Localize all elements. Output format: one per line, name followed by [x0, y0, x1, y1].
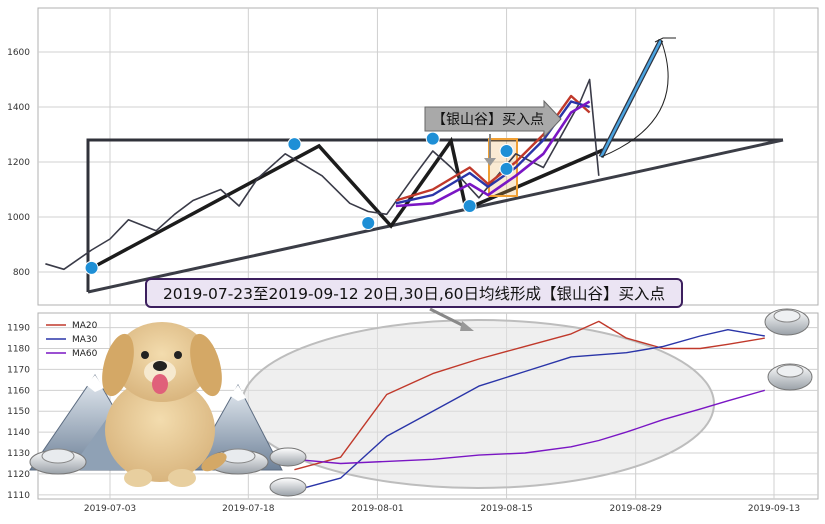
- top-y-tick-label: 1000: [7, 213, 30, 223]
- pivot-marker: [425, 131, 440, 146]
- silver-valley-ellipse: [241, 319, 715, 489]
- silver-ingot-top-icon: [773, 309, 801, 323]
- legend: MA20 MA30 MA60: [46, 321, 98, 359]
- pivot-marker: [361, 216, 376, 231]
- dog-body-icon: [105, 378, 215, 482]
- pivot-marker: [84, 260, 99, 275]
- dog-eye-left-icon: [141, 351, 149, 359]
- caption-pointer-head-icon: [460, 321, 474, 331]
- legend-label-ma30: MA30: [72, 335, 98, 345]
- bottom-y-tick-label: 1180: [7, 345, 30, 355]
- silver-ingot-top-icon: [41, 448, 75, 464]
- buy-point-arrow-icon: [424, 99, 562, 139]
- bottom-series-layer: [294, 320, 765, 492]
- arrow-head-icon: [654, 37, 676, 43]
- x-tick-label: 2019-07-18: [222, 504, 275, 514]
- pivot-marker: [499, 161, 514, 176]
- top-y-tick-label: 1600: [7, 48, 30, 58]
- dog-nose-icon: [153, 361, 167, 371]
- support-trendline: [87, 138, 784, 294]
- dog-tongue-icon: [152, 374, 168, 394]
- projection-arc: [600, 39, 669, 158]
- bottom-y-tick-label: 1170: [7, 365, 30, 375]
- dog-eye-right-icon: [174, 351, 182, 359]
- dog-ear-right-icon: [190, 333, 222, 397]
- price-line: [45, 78, 600, 271]
- top-markers-layer: [84, 131, 514, 275]
- dog-paw-icon: [124, 469, 152, 487]
- pivot-marker: [287, 137, 302, 152]
- series-line-ma60: [294, 389, 765, 465]
- bottom-y-tick-label: 1120: [7, 470, 30, 480]
- silver-ingot-top-icon: [776, 364, 804, 378]
- x-tick-label: 2019-08-15: [480, 504, 532, 514]
- top-y-tick-label: 800: [13, 268, 30, 278]
- pivot-marker: [462, 199, 477, 213]
- bottom-x-ticks: 2019-07-03 2019-07-18 2019-08-01 2019-08-15…: [84, 504, 800, 514]
- zigzag-pattern: [87, 136, 604, 272]
- x-tick-label: 2019-09-13: [748, 504, 800, 514]
- x-tick-label: 2019-07-03: [84, 504, 136, 514]
- legend-label-ma20: MA20: [72, 321, 98, 331]
- bottom-y-ticks: 1110 1120 1130 1140 1150 1160 1170 1180 1190: [7, 324, 30, 501]
- snowcap-left-icon: [86, 375, 104, 392]
- bottom-y-tick-label: 1130: [7, 449, 30, 459]
- bottom-y-tick-label: 1110: [7, 491, 30, 501]
- top-y-tick-label: 1400: [7, 103, 30, 113]
- top-y-ticks: 800 1000 1200 1400 1600: [7, 48, 30, 278]
- caption-pointer: [429, 307, 467, 329]
- x-tick-label: 2019-08-29: [610, 504, 663, 514]
- series-line-ma20: [294, 320, 765, 471]
- top-ma30-line: [395, 100, 590, 205]
- series-line-ma30: [294, 329, 765, 492]
- silver-ingot-small-icon: [269, 447, 307, 467]
- dog-illustration: [102, 322, 227, 487]
- projection-arrow: [599, 39, 663, 158]
- top-ma60-line: [395, 100, 591, 208]
- silver-ingot-small-icon: [269, 477, 307, 497]
- dog-paw-icon: [168, 469, 196, 487]
- buy-point-label: 【银山谷】买入点: [432, 112, 544, 128]
- bottom-y-tick-label: 1190: [7, 324, 30, 334]
- bottom-y-tick-label: 1150: [7, 407, 30, 417]
- bottom-y-tick-label: 1160: [7, 386, 30, 396]
- x-tick-label: 2019-08-01: [351, 504, 403, 514]
- pivot-marker: [499, 144, 514, 158]
- dog-ear-left-icon: [102, 333, 134, 397]
- legend-label-ma60: MA60: [72, 349, 98, 359]
- caption-banner: 2019-07-23至2019-09-12 20日,30日,60日均线形成【银山…: [145, 278, 683, 331]
- buy-point-callout: 【银山谷】买入点: [424, 99, 562, 166]
- pointer-head-icon: [484, 158, 496, 166]
- dog-muzzle-icon: [144, 360, 176, 384]
- caption-box: [145, 278, 683, 308]
- bottom-y-tick-label: 1140: [7, 428, 30, 438]
- snowcap-right-icon: [230, 385, 246, 401]
- top-y-tick-label: 1200: [7, 158, 30, 168]
- caption-text: 2019-07-23至2019-09-12 20日,30日,60日均线形成【银山…: [163, 285, 665, 303]
- dog-tail-icon: [201, 452, 227, 472]
